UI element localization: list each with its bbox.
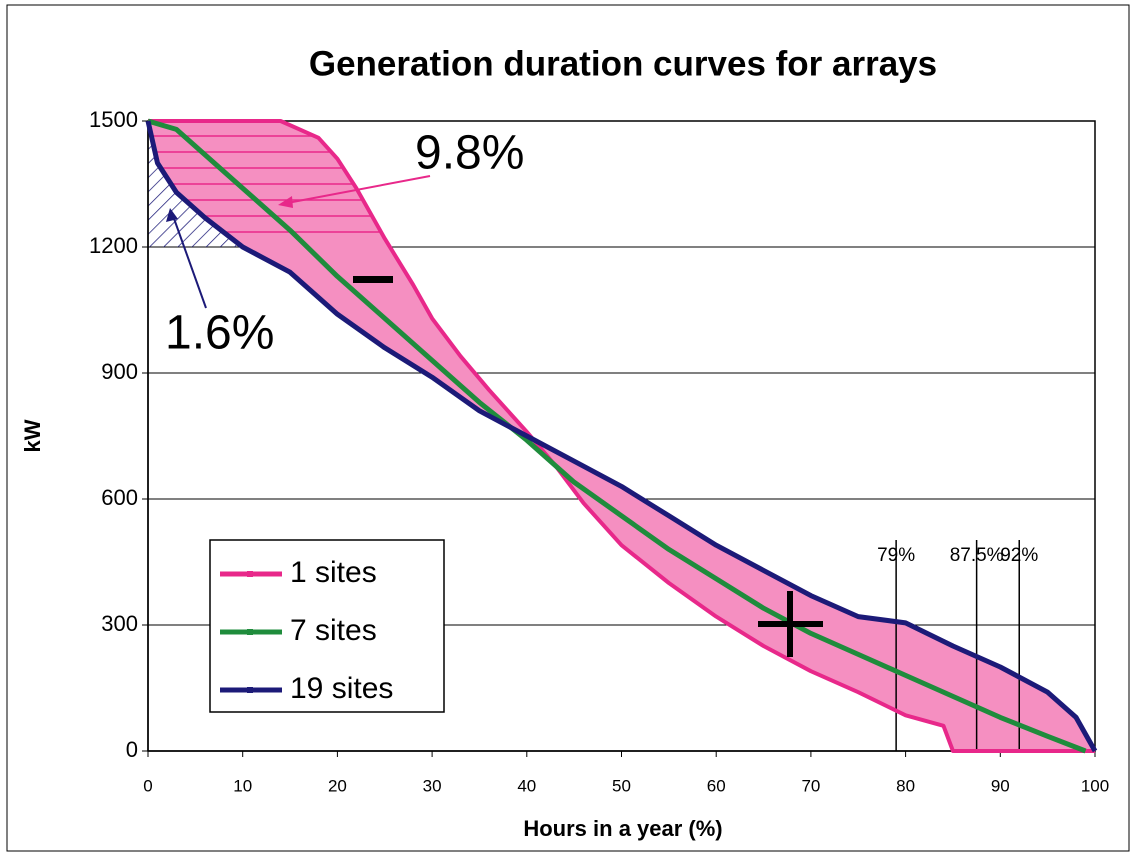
marker-label: 92% [1000, 545, 1038, 566]
x-tick-label: 0 [143, 776, 152, 795]
legend-box [209, 539, 445, 713]
plot-border [147, 120, 1096, 752]
x-tick-label: 80 [896, 776, 915, 795]
legend-label: 1 sites [290, 556, 377, 589]
marker-label: 79% [877, 545, 915, 566]
series-line [147, 118, 1087, 754]
legend-marker [247, 571, 253, 577]
legend-label: 19 sites [290, 672, 393, 705]
annotation: 9.8% [415, 127, 524, 180]
legend-label: 7 sites [290, 614, 377, 647]
x-tick-label: 50 [612, 776, 631, 795]
legend: 1 sites 7 sites 19 sites [209, 539, 445, 713]
x-tick-label: 30 [423, 776, 442, 795]
marker-label: 87.5% [950, 545, 1004, 566]
x-tick-label: 40 [517, 776, 536, 795]
legend-marker [247, 629, 253, 635]
x-tick-label: 10 [233, 776, 252, 795]
decorations [166, 175, 823, 657]
y-axis-label: kW [20, 419, 45, 452]
annotation: 1.6% [165, 307, 274, 360]
y-tick-label: 600 [101, 485, 138, 510]
legend-marker [247, 687, 253, 693]
chart-title: Generation duration curves for arrays [309, 44, 937, 83]
y-tick-label: 1500 [89, 107, 138, 132]
x-tick-label: 90 [991, 776, 1010, 795]
x-tick-label: 70 [801, 776, 820, 795]
x-tick-label: 60 [707, 776, 726, 795]
x-axis-label: Hours in a year (%) [523, 816, 722, 841]
x-tick-label: 100 [1081, 776, 1109, 795]
x-tick-label: 20 [328, 776, 347, 795]
y-tick-label: 900 [101, 359, 138, 384]
y-tick-label: 300 [101, 611, 138, 636]
y-tick-label: 0 [126, 737, 138, 762]
series-line [145, 120, 1098, 753]
y-tick-label: 1200 [89, 233, 138, 258]
